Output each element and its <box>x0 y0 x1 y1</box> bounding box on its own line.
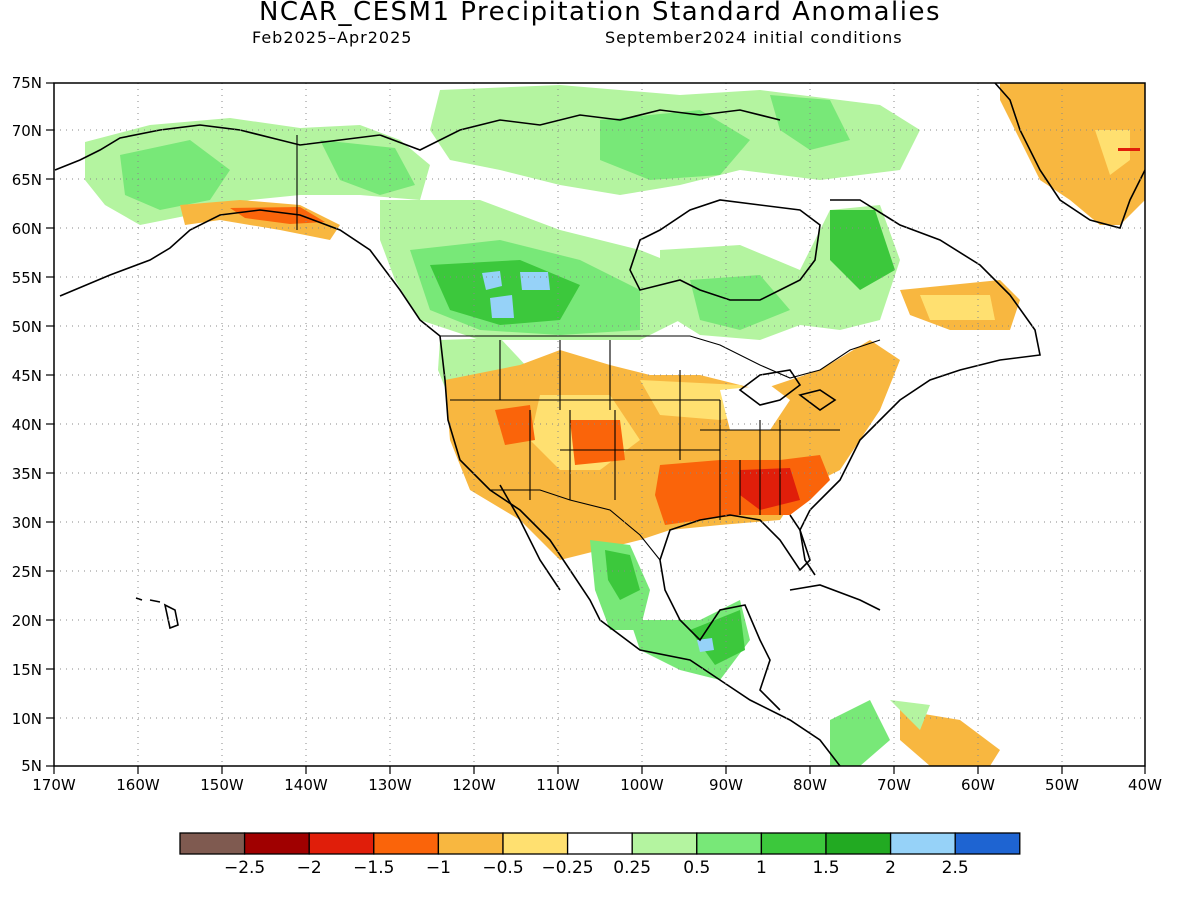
forecast-period: Feb2025–Apr2025 <box>252 28 413 47</box>
lon-label: 130W <box>368 776 412 794</box>
lon-label: 80W <box>793 776 827 794</box>
lon-label: 170W <box>32 776 76 794</box>
colorbar-swatch <box>308 832 375 855</box>
lat-label: 55N <box>11 269 42 287</box>
lon-label: 60W <box>961 776 995 794</box>
colorbar-swatch <box>760 832 827 855</box>
lon-label: 100W <box>620 776 664 794</box>
colorbar-tick-label: −0.25 <box>541 858 594 878</box>
colorbar-swatch <box>631 832 698 855</box>
colorbar-tick-label: −2.5 <box>223 858 266 878</box>
colorbar-swatch <box>696 832 763 855</box>
lat-label: 20N <box>11 612 42 630</box>
colorbar-swatch <box>825 832 892 855</box>
political-borders <box>296 135 881 561</box>
map-plot-area <box>54 83 1145 766</box>
colorbar-tick-label: 0.25 <box>613 858 652 878</box>
colorbar-tick-label: −1.5 <box>353 858 395 878</box>
lat-label: 65N <box>11 171 42 189</box>
axis-ticks <box>46 82 1146 774</box>
lon-label: 110W <box>536 776 580 794</box>
colorbar-tick-label: 2 <box>885 858 896 878</box>
colorbar-tick-label: 1 <box>755 858 767 878</box>
lat-label: 5N <box>21 757 42 775</box>
lat-label: 15N <box>11 661 42 679</box>
map-title: NCAR_CESM1 Precipitation Standard Anomal… <box>258 0 942 27</box>
lon-label: 140W <box>284 776 328 794</box>
lat-label: 50N <box>11 318 42 336</box>
colorbar-tick-label: 0.5 <box>683 858 711 878</box>
lat-label: 30N <box>11 514 42 532</box>
lat-label: 70N <box>11 122 42 140</box>
coastlines <box>54 83 1145 766</box>
colorbar-swatch <box>373 832 440 855</box>
lon-label: 40W <box>1128 776 1162 794</box>
lon-label: 70W <box>877 776 911 794</box>
colorbar-tick-label: −1 <box>425 858 451 878</box>
colorbar <box>179 832 1021 855</box>
lon-label: 120W <box>452 776 496 794</box>
lon-label: 90W <box>709 776 743 794</box>
initial-conditions: September2024 initial conditions <box>605 28 903 47</box>
colorbar-swatch <box>243 832 310 855</box>
lat-label: 40N <box>11 416 42 434</box>
lat-label: 75N <box>11 74 42 92</box>
lon-label: 150W <box>200 776 244 794</box>
colorbar-tick-label: 2.5 <box>941 858 969 878</box>
lat-label: 25N <box>11 563 42 581</box>
colorbar-swatch <box>179 832 246 855</box>
lat-label: 45N <box>11 367 42 385</box>
colorbar-swatch <box>889 832 956 855</box>
colorbar-tick-label: 1.5 <box>812 858 840 878</box>
lat-label: 60N <box>11 220 42 238</box>
colorbar-swatch <box>502 832 569 855</box>
colorbar-swatch <box>437 832 504 855</box>
colorbar-swatch <box>954 832 1021 855</box>
lat-label: 10N <box>11 710 42 728</box>
colorbar-tick-label: −0.5 <box>482 858 524 878</box>
colorbar-tick-label: −2 <box>296 858 322 878</box>
lon-label: 160W <box>116 776 160 794</box>
colorbar-swatch <box>566 832 633 855</box>
lat-label: 35N <box>11 465 42 483</box>
lon-label: 50W <box>1045 776 1079 794</box>
